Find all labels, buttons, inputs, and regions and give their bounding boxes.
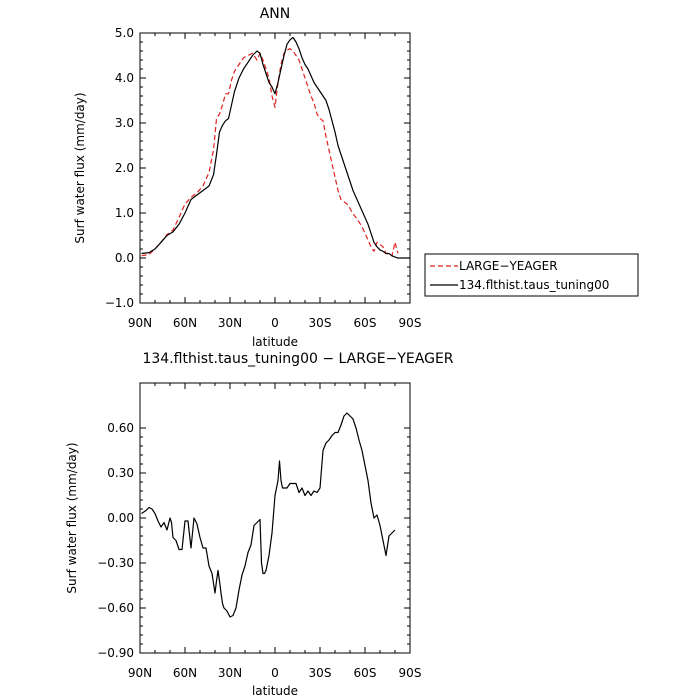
bottom-y-ticks: −0.90 −0.60 −0.30 0.00 0.30 0.60 xyxy=(97,421,410,660)
x-tick-label: 60N xyxy=(173,316,197,330)
x-tick-label: 60S xyxy=(354,666,377,680)
top-x-axis-label: latitude xyxy=(252,335,298,349)
top-series-group xyxy=(141,36,410,259)
y-tick-label: 3.0 xyxy=(115,116,134,130)
x-tick-label: 30S xyxy=(309,666,332,680)
x-tick-label: 90N xyxy=(128,316,152,330)
x-tick-label: 0 xyxy=(271,316,279,330)
y-tick-label: 4.0 xyxy=(115,71,134,85)
y-tick-label: −0.30 xyxy=(97,556,134,570)
legend-label-large-yeager: LARGE−YEAGER xyxy=(459,259,558,273)
y-tick-label: 0.30 xyxy=(107,466,134,480)
legend-box xyxy=(424,253,639,297)
y-tick-label: −0.90 xyxy=(97,646,134,660)
bottom-x-ticks: 90N 60N 30N 0 30S 60S 90S xyxy=(128,383,422,680)
x-tick-label: 0 xyxy=(271,666,279,680)
top-chart-title: ANN xyxy=(260,6,291,22)
series-line-0-1 xyxy=(141,36,410,259)
series-line-0-0 xyxy=(141,48,399,257)
legend-label-model: 134.flthist.taus_tuning00 xyxy=(459,278,609,292)
x-tick-label: 30N xyxy=(218,666,242,680)
top-plot-frame xyxy=(139,32,411,304)
x-tick-label: 30S xyxy=(309,316,332,330)
top-panel: ANN −1.0 0.0 1.0 2.0 3.0 4.0 5.0 90N 60N 30N 0 30S… xyxy=(73,6,421,349)
bottom-plot-frame xyxy=(139,382,411,654)
series-line-1-0 xyxy=(141,412,396,618)
legend: LARGE−YEAGER 134.flthist.taus_tuning00 xyxy=(424,253,639,297)
x-tick-label: 90S xyxy=(399,666,422,680)
bottom-chart-title: 134.flthist.taus_tuning00 − LARGE−YEAGER xyxy=(142,351,453,367)
bottom-panel: 134.flthist.taus_tuning00 − LARGE−YEAGER… xyxy=(65,351,454,698)
y-tick-label: 5.0 xyxy=(115,26,134,40)
top-y-axis-label: Surf water flux (mm/day) xyxy=(73,92,87,243)
top-x-ticks: 90N 60N 30N 0 30S 60S 90S xyxy=(128,33,422,330)
y-tick-label: 0.60 xyxy=(107,421,134,435)
y-tick-label: 1.0 xyxy=(115,206,134,220)
y-tick-label: 0.0 xyxy=(115,251,134,265)
bottom-series-group xyxy=(141,412,396,618)
x-tick-label: 90N xyxy=(128,666,152,680)
x-tick-label: 60N xyxy=(173,666,197,680)
x-tick-label: 60S xyxy=(354,316,377,330)
y-tick-label: 0.00 xyxy=(107,511,134,525)
y-tick-label: 2.0 xyxy=(115,161,134,175)
x-tick-label: 30N xyxy=(218,316,242,330)
top-y-ticks: −1.0 0.0 1.0 2.0 3.0 4.0 5.0 xyxy=(105,26,410,310)
bottom-x-axis-label: latitude xyxy=(252,684,298,698)
y-tick-label: −1.0 xyxy=(105,296,134,310)
bottom-y-axis-label: Surf water flux (mm/day) xyxy=(65,442,79,593)
x-tick-label: 90S xyxy=(399,316,422,330)
y-tick-label: −0.60 xyxy=(97,601,134,615)
